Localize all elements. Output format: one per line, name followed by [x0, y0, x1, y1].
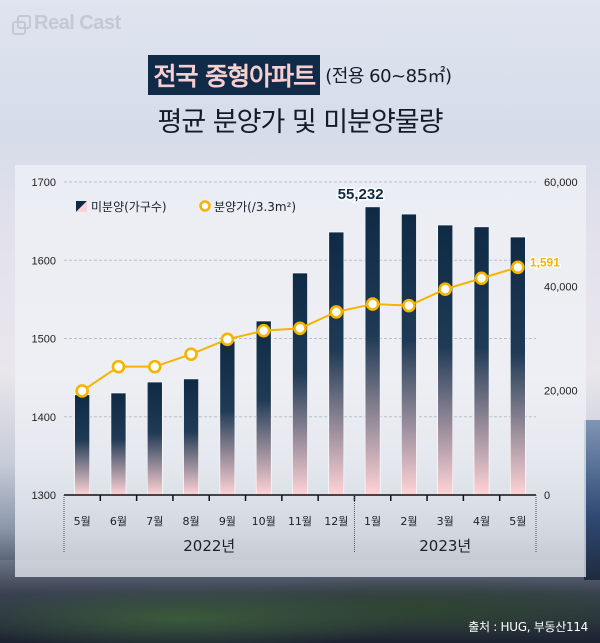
x-axis-label: 1월	[364, 515, 381, 528]
left-axis-tick: 1300	[32, 490, 56, 502]
left-axis-tick: 1500	[32, 334, 56, 346]
realcast-logo: Real Cast	[12, 12, 121, 35]
bar-unsold	[146, 381, 163, 496]
x-axis-label: 7월	[146, 515, 163, 528]
x-axis-label: 11월	[288, 515, 312, 528]
x-axis-label: 3월	[437, 515, 454, 528]
x-axis-label: 8월	[183, 515, 200, 528]
price-point	[111, 359, 126, 374]
bar-unsold	[183, 378, 199, 496]
bar-unsold	[328, 231, 345, 496]
x-axis-label: 4월	[473, 515, 490, 528]
right-axis-tick: 0	[544, 490, 550, 502]
price-point	[184, 347, 198, 361]
x-axis-label: 12월	[324, 515, 348, 528]
bar-unsold	[219, 340, 236, 496]
x-axis-label: 10월	[252, 515, 276, 528]
bar-unsold	[292, 272, 308, 496]
bar-unsold	[110, 392, 127, 496]
title-line-2: 평균 분양가 및 미분양물량	[157, 107, 444, 138]
x-axis-label: 9월	[219, 515, 236, 528]
left-axis-tick: 1700	[32, 177, 56, 189]
title-subtitle: (전용 60~85㎡)	[325, 66, 452, 87]
right-axis-tick: 20,000	[544, 386, 578, 398]
last-price-label: 1,591	[530, 255, 560, 269]
background-edge	[584, 420, 600, 580]
title-highlight: 전국 중형아파트	[148, 55, 321, 95]
bar-unsold	[401, 213, 417, 496]
logo-text: Real Cast	[34, 12, 121, 34]
legend-line-label: 분양가(/3.3m²)	[214, 200, 296, 214]
price-point	[438, 282, 453, 297]
right-axis-tick: 60,000	[544, 177, 578, 189]
price-point	[511, 260, 525, 275]
bar-unsold	[437, 224, 454, 496]
source-credit: 출처 : HUG, 부동산114	[468, 620, 588, 634]
legend-bar-swatch-pink	[76, 201, 87, 212]
price-point	[256, 323, 271, 338]
year-label: 2022년	[183, 537, 235, 555]
price-point	[329, 305, 344, 319]
price-point	[474, 271, 489, 286]
bar-unsold	[364, 206, 381, 496]
peak-unsold-label: 55,232	[338, 186, 384, 203]
bar-unsold	[74, 394, 90, 496]
x-axis-label: 5월	[509, 515, 526, 528]
price-point	[75, 384, 89, 398]
legend-bar-label: 미분양(가구수)	[91, 200, 167, 214]
price-point	[220, 332, 235, 347]
left-axis-tick: 1600	[32, 255, 56, 267]
left-axis-tick: 1400	[32, 412, 56, 424]
price-point	[293, 321, 307, 336]
title-line-1: 전국 중형아파트 (전용 60~85㎡)	[0, 55, 600, 95]
year-label: 2023년	[419, 537, 471, 555]
bar-unsold	[473, 226, 490, 496]
logo-icon	[12, 14, 31, 35]
x-axis-label: 6월	[110, 515, 127, 528]
bar-unsold	[255, 320, 272, 496]
price-point	[147, 359, 162, 374]
legend-line-marker	[199, 200, 211, 212]
right-axis-tick: 40,000	[544, 281, 578, 293]
x-axis-label: 2월	[400, 515, 417, 528]
price-point	[402, 298, 416, 313]
price-point	[365, 297, 380, 311]
bar-unsold	[510, 236, 526, 496]
legend: 미분양(가구수) 분양가(/3.3m²)	[76, 200, 296, 214]
x-axis-label: 5월	[74, 515, 91, 528]
